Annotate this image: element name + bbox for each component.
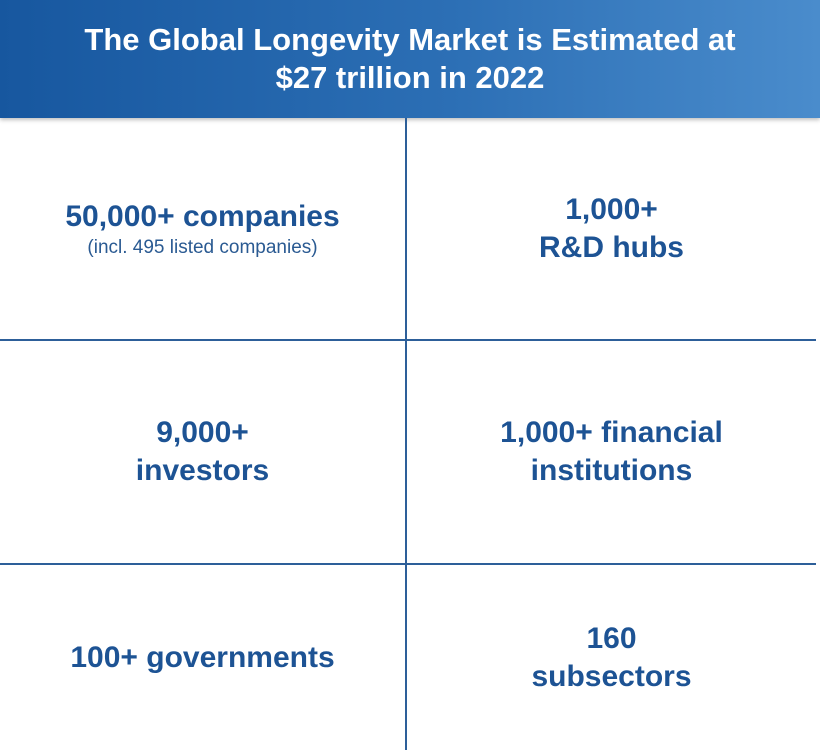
title-line: $27 trillion in 2022 bbox=[275, 60, 545, 95]
stat-cell: 1,000+ financial institutions bbox=[407, 341, 816, 565]
stat-text: 100+ governments bbox=[70, 640, 335, 674]
stat-cell: 100+ governments bbox=[0, 565, 407, 750]
stat-text: 160 bbox=[586, 621, 637, 655]
stat-text: institutions bbox=[530, 454, 693, 487]
stat-cell: 50,000+ companies (incl. 495 listed compa… bbox=[0, 118, 407, 341]
header: The Global Longevity Market is Estimated… bbox=[0, 0, 820, 118]
stat-text: 1,000+ bbox=[565, 192, 658, 226]
stat-text: investors bbox=[135, 454, 270, 487]
title-line: The Global Longevity Market is Estimated… bbox=[84, 22, 736, 57]
stats-grid: 50,000+ companies (incl. 495 listed compa… bbox=[0, 118, 816, 750]
stat-text: 50,000+ companies bbox=[65, 199, 340, 233]
stat-text: 9,000+ bbox=[156, 416, 249, 449]
stat-text: R&D hubs bbox=[539, 230, 684, 264]
stat-cell: 9,000+ investors bbox=[0, 341, 407, 565]
stat-text: 1,000+ financial bbox=[500, 416, 723, 449]
stat-note: (incl. 495 listed companies) bbox=[87, 236, 318, 258]
stat-text: subsectors bbox=[531, 659, 692, 693]
stat-cell: 160 subsectors bbox=[407, 565, 816, 750]
stat-cell: 1,000+ R&D hubs bbox=[407, 118, 816, 341]
